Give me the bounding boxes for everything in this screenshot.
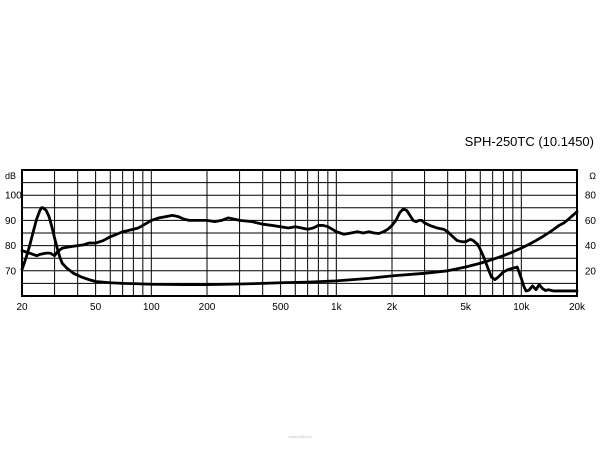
spl-curve (20, 207, 579, 293)
y-left-unit: dB (5, 171, 16, 181)
x-tick-label: 20 (16, 302, 28, 313)
y-left-tick-label: 100 (5, 191, 22, 202)
x-tick-label: 2k (387, 302, 399, 313)
impedance-curve (20, 206, 579, 287)
y-left-tick-label: 70 (5, 266, 17, 277)
x-tick-label: 500 (272, 302, 289, 313)
curves (20, 206, 579, 293)
x-tick-label: 50 (90, 302, 102, 313)
y-right-tick-label: 80 (585, 191, 597, 202)
y-right-unit: Ω (589, 171, 596, 181)
y-right-tick-label: 20 (585, 266, 597, 277)
axis-labels: 20 50 100 200 500 1k 2k 5k 10k 20k 70 80 90 100 dB 20 40… (5, 171, 596, 313)
x-tick-label: 100 (143, 302, 160, 313)
y-right-tick-label: 60 (585, 216, 597, 227)
y-left-tick-label: 80 (5, 241, 17, 252)
x-tick-label: 5k (460, 302, 472, 313)
x-tick-label: 10k (513, 302, 530, 313)
x-tick-label: 200 (199, 302, 216, 313)
plot-frame (21, 169, 578, 297)
watermark: www.b4b4.pl (288, 434, 312, 439)
x-tick-label: 1k (331, 302, 343, 313)
plot-border (21, 169, 578, 297)
y-left-tick-label: 90 (5, 216, 17, 227)
y-right-tick-label: 40 (585, 241, 597, 252)
chart-title: SPH-250TC (10.1450) (464, 134, 594, 149)
x-tick-label: 20k (569, 302, 586, 313)
